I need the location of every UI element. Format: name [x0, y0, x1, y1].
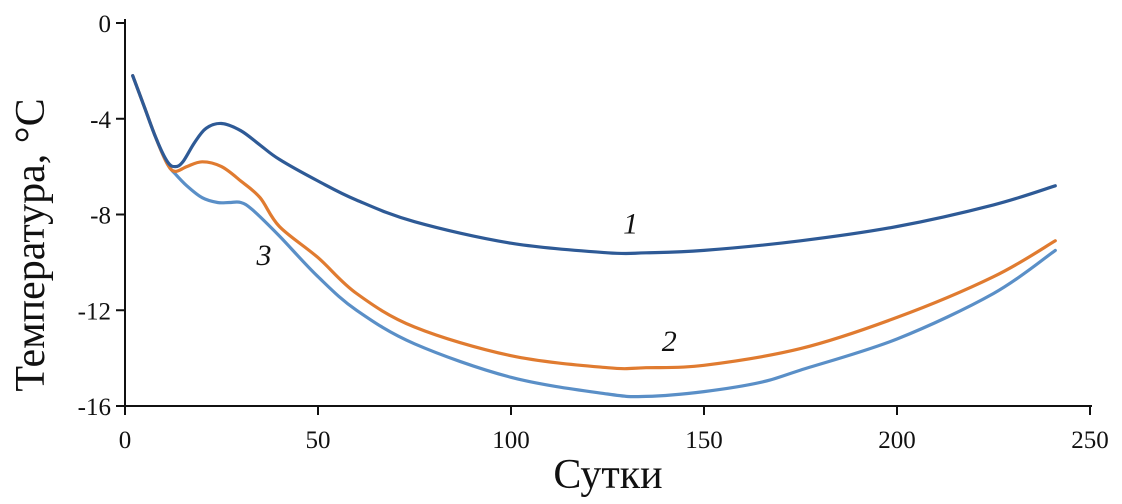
series-line-2 — [131, 74, 1057, 371]
x-tick-label: 250 — [1071, 427, 1109, 454]
x-tick-label: 200 — [878, 427, 916, 454]
x-axis-title: Сутки — [553, 452, 662, 498]
series-line-1 — [131, 74, 1057, 256]
y-tick-label: 0 — [99, 11, 112, 38]
x-ticks: 0 50 100 150 200 250 — [119, 406, 1109, 454]
series-line-3 — [131, 74, 1057, 399]
axes — [124, 19, 1092, 407]
series-label-2: 2 — [662, 325, 677, 358]
y-tick-label: -4 — [90, 107, 111, 134]
y-tick-label: -12 — [78, 298, 111, 325]
series-lines — [131, 74, 1057, 399]
y-ticks: 0 -4 -8 -12 -16 — [78, 11, 125, 421]
x-tick-label: 50 — [306, 427, 331, 454]
x-tick-label: 0 — [119, 427, 132, 454]
y-tick-label: -8 — [90, 203, 111, 230]
x-tick-label: 100 — [492, 427, 530, 454]
series-label-1: 1 — [623, 208, 638, 241]
series-label-3: 3 — [255, 239, 271, 272]
series-labels: 1 2 3 — [255, 208, 676, 358]
x-tick-label: 150 — [685, 427, 723, 454]
y-tick-label: -16 — [78, 394, 111, 421]
y-axis-title: Температура, °С — [8, 98, 54, 391]
